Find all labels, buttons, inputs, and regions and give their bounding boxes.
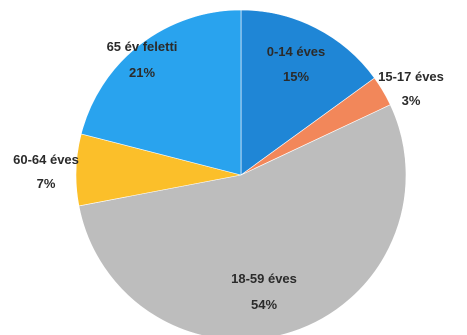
pie-slice-0 xyxy=(240,9,375,176)
slice-percent-15-17: 3% xyxy=(402,93,421,108)
slice-percent-18-59: 54% xyxy=(251,297,277,312)
pie-slice-4 xyxy=(80,9,242,176)
slice-label-60-64: 60-64 éves xyxy=(13,152,79,167)
slice-label-15-17: 15-17 éves xyxy=(378,69,444,84)
pie-slice-2 xyxy=(78,104,407,335)
slice-percent-60-64: 7% xyxy=(37,176,56,191)
slice-percent-65-feletti: 21% xyxy=(129,65,155,80)
pie-slices xyxy=(75,9,407,335)
slice-percent-0-14: 15% xyxy=(283,69,309,84)
slice-label-18-59: 18-59 éves xyxy=(231,271,297,286)
slice-label-65-feletti: 65 év feletti xyxy=(107,39,178,54)
slice-label-0-14: 0-14 éves xyxy=(267,44,326,59)
